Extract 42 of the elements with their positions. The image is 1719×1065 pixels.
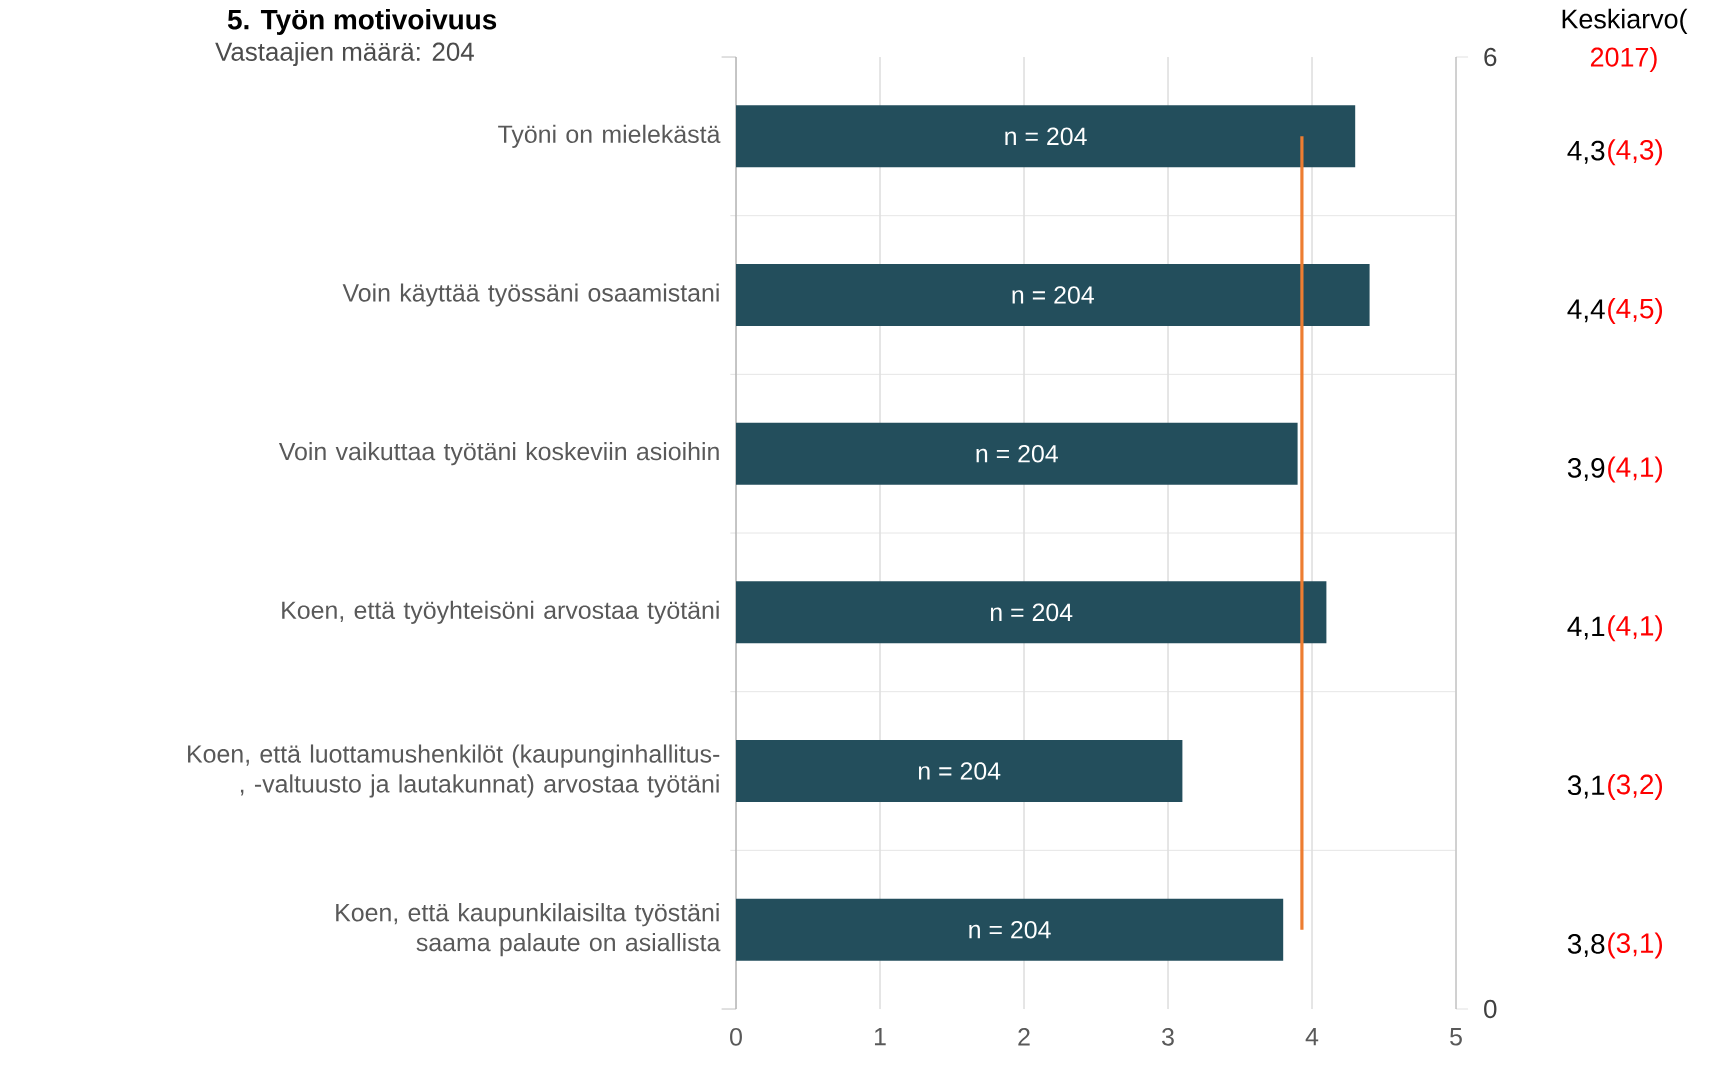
annotation: n = 204 [969,920,1051,939]
bar [736,898,1284,961]
text: 3,1 [1567,775,1605,799]
x-tick-label: 2 [1018,1028,1030,1046]
bar [736,581,1327,644]
x-tick-label: 1 [874,1028,886,1046]
annotation: n = 204 [1005,127,1087,146]
text: 3,9 [1567,458,1605,482]
text: Vastaajien määrä: 204 [215,41,474,67]
text: (4,1) [1608,615,1663,642]
annotation: n = 204 [1012,286,1094,304]
text: 3,8 [1567,934,1605,958]
y2-tick-label: 6 [1484,47,1497,67]
bar [736,264,1370,327]
bar [736,422,1298,485]
y-tick-label: Voin vaikuttaa työtäni koskeviin asioihin [278,442,719,466]
bar [736,740,1183,803]
annotation: n = 204 [990,603,1073,622]
text: (3,2) [1608,773,1663,800]
y2-tick-label: 0 [1484,999,1497,1019]
x-tick-label: 5 [1450,1028,1462,1046]
text: (4,3) [1608,139,1663,166]
annotation: n = 204 [918,762,1001,780]
y-tick-label: Koen, että luottamushenkilöt (kaupunginhallitus-, -valtuusto ja lautakunnat) arvostaa työtäni [188,744,720,798]
y-tick-label: Työni on mielekästä [498,124,721,148]
annotation: n = 204 [976,444,1058,463]
text: 4,4 [1567,299,1605,323]
text: 4,1 [1567,616,1605,640]
y-tick-label: Koen, että työyhteisöni arvostaa työtäni [282,600,719,624]
y-tick-label: Voin käyttää työssäni osaamistani [342,283,719,307]
bar [736,105,1356,168]
text: (4,1) [1608,456,1663,483]
x-tick-label: 0 [730,1028,742,1046]
text: (3,1) [1608,932,1663,959]
y-tick-label: Koen, että kaupunkilaisilta työstäni saama palaute on asiallista [336,903,721,957]
text: 2017) [1590,46,1657,72]
text: 4,3 [1567,140,1605,164]
x-tick-label: 3 [1162,1028,1174,1046]
text: Keskiarvo( [1562,8,1688,34]
text: (4,5) [1608,297,1663,324]
text: 5. Työn motivoivuus [227,9,497,36]
x-tick-label: 4 [1305,1028,1319,1046]
